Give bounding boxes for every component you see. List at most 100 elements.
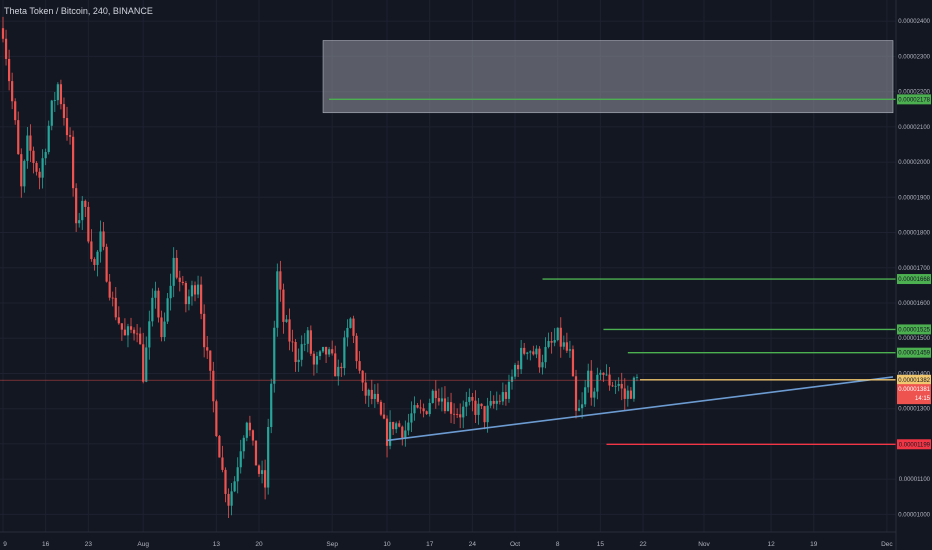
candle-body — [59, 84, 63, 105]
price-level-label: 0.00001382 — [898, 378, 930, 384]
price-level-label-box — [897, 94, 931, 105]
candle-body — [577, 408, 581, 411]
candle-body — [257, 465, 261, 474]
candle-body — [623, 388, 626, 399]
candle-body — [477, 403, 480, 415]
candle-body — [425, 411, 428, 415]
candle-body — [419, 407, 422, 409]
y-tick-label: 0.00001700 — [898, 266, 930, 272]
candle-body — [29, 135, 32, 151]
chart-title: Theta Token / Bitcoin, 240, BINANCE — [4, 6, 153, 16]
candle-body — [151, 297, 154, 322]
candle-body — [233, 481, 236, 492]
candle-body — [510, 376, 514, 382]
candle-body — [260, 470, 264, 474]
candle-body — [169, 285, 172, 299]
candle-body — [108, 281, 111, 298]
price-level-label-box — [897, 347, 931, 358]
y-tick-label: 0.00001300 — [898, 407, 930, 413]
candle-body — [105, 246, 108, 282]
candle-body — [462, 406, 465, 418]
candle-body — [111, 297, 114, 299]
candle-body — [114, 297, 117, 318]
x-tick-label: 10 — [383, 541, 391, 548]
candle-body — [35, 163, 38, 172]
candle-body — [590, 370, 593, 398]
candle-body — [218, 436, 221, 458]
candle-body — [139, 333, 142, 345]
candle-body — [20, 154, 23, 187]
candle-body — [410, 413, 413, 423]
candle-body — [187, 296, 191, 305]
candle-body — [340, 366, 343, 369]
x-tick-label: 17 — [426, 541, 434, 548]
candle-body — [422, 408, 425, 412]
candle-body — [352, 318, 355, 336]
candle-body — [584, 387, 587, 405]
candle-body — [81, 200, 84, 221]
countdown-label: 14:15 — [915, 396, 931, 402]
candle-body — [65, 118, 69, 136]
candle-body — [498, 400, 501, 402]
price-level-label: 0.00002178 — [898, 97, 930, 103]
candle-body — [17, 120, 20, 155]
y-tick-label: 0.00002300 — [898, 54, 930, 60]
candle-body — [102, 231, 105, 247]
candle-body — [392, 422, 395, 430]
candle-body — [416, 405, 419, 408]
candle-body — [626, 390, 629, 399]
candle-body — [175, 257, 178, 278]
x-tick-label: 16 — [42, 541, 50, 548]
candle-body — [529, 351, 532, 353]
y-tick-label: 0.00001900 — [898, 195, 930, 201]
resistance-zone — [322, 40, 894, 114]
x-tick-label: 12 — [767, 541, 775, 548]
current-price-box — [897, 384, 931, 405]
candle-body — [459, 414, 462, 418]
x-tick-label: Sep — [326, 541, 338, 548]
candle-body — [200, 284, 203, 314]
candle-body — [99, 231, 102, 252]
candle-body — [492, 400, 495, 404]
y-tick-label: 0.00001100 — [899, 477, 931, 483]
candle-body — [264, 470, 267, 488]
candle-body — [428, 402, 431, 415]
candle-body — [53, 100, 56, 101]
candle-body — [44, 152, 47, 159]
y-tick-label: 0.00002000 — [898, 160, 930, 166]
candle-body — [571, 349, 575, 377]
price-level-label: 0.00001525 — [898, 327, 930, 333]
candle-body — [276, 271, 279, 328]
candle-body — [251, 430, 255, 441]
candle-body — [72, 136, 75, 189]
candle-body — [294, 342, 297, 363]
candle-body — [7, 58, 11, 82]
candle-body — [370, 389, 373, 399]
x-tick-label: 13 — [213, 541, 221, 548]
x-tick-label: 24 — [469, 541, 477, 548]
candle-body — [596, 374, 599, 392]
candle-body — [538, 348, 541, 368]
candle-body — [398, 423, 401, 427]
candle-body — [523, 347, 526, 354]
candle-body — [196, 284, 200, 295]
candle-body — [282, 289, 285, 322]
x-tick-label: 19 — [810, 541, 818, 548]
x-tick-label: Nov — [698, 541, 710, 548]
candle-body — [495, 400, 498, 404]
candle-body — [489, 400, 492, 406]
candle-body — [120, 323, 123, 330]
candle-body — [452, 413, 456, 415]
candle-body — [483, 406, 486, 423]
candle-body — [303, 343, 306, 345]
candle-body — [166, 298, 169, 322]
candle-body — [364, 382, 367, 396]
candle-body — [318, 351, 322, 357]
candle-body — [343, 337, 346, 369]
candle-body — [47, 125, 50, 153]
candle-body — [395, 423, 398, 430]
candle-body — [617, 383, 620, 386]
candle-body — [212, 370, 215, 402]
candle-body — [221, 457, 224, 470]
